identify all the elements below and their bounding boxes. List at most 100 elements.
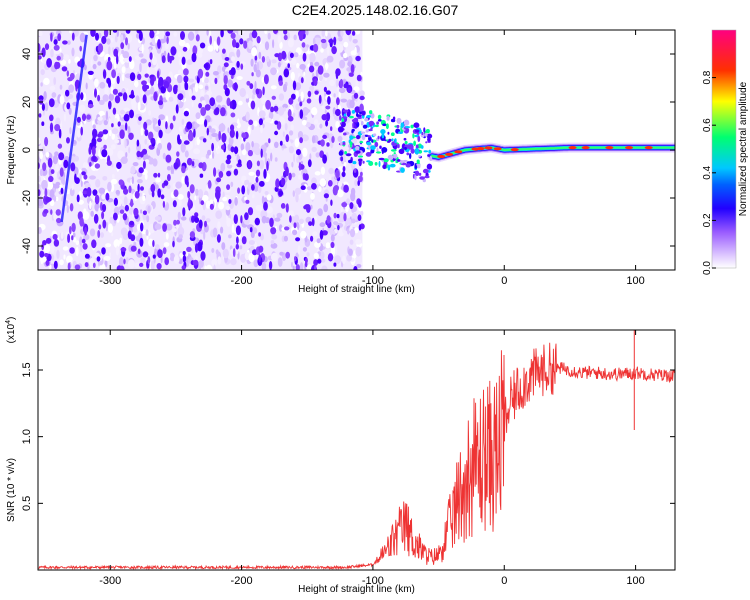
noise-speck xyxy=(75,240,80,246)
noise-blob xyxy=(97,133,103,138)
x-tick-label: -200 xyxy=(231,275,253,287)
noise-blob xyxy=(221,144,225,150)
snr-series-group xyxy=(38,330,675,570)
noise-speck xyxy=(107,148,114,157)
noise-blob xyxy=(157,39,161,49)
transition-blob xyxy=(366,115,372,118)
noise-speck xyxy=(193,148,201,155)
noise-blob xyxy=(147,256,151,265)
noise-blob xyxy=(65,89,70,97)
noise-speck xyxy=(285,140,291,148)
noise-blob xyxy=(122,213,128,221)
transition-blob xyxy=(337,126,344,133)
noise-speck xyxy=(294,187,302,195)
noise-blob xyxy=(230,67,236,76)
noise-blob xyxy=(307,90,312,98)
noise-speck xyxy=(265,117,272,123)
transition-blob xyxy=(349,141,353,146)
transition-blob xyxy=(360,121,364,126)
transition-blob xyxy=(378,157,385,161)
transition-blob xyxy=(349,135,354,140)
transition-blob xyxy=(423,127,426,133)
noise-speck xyxy=(111,162,114,168)
noise-blob xyxy=(313,78,318,86)
noise-speck xyxy=(198,84,204,90)
transition-blob xyxy=(381,147,388,153)
y-tick-label: 1.0 xyxy=(21,429,33,444)
noise-blob xyxy=(79,217,84,227)
plot-background xyxy=(38,330,675,570)
noise-speck xyxy=(115,189,121,195)
noise-speck xyxy=(342,255,346,265)
noise-speck xyxy=(59,95,65,105)
noise-blob xyxy=(50,209,53,215)
noise-speck xyxy=(119,237,123,245)
noise-blob xyxy=(187,131,194,142)
noise-speck xyxy=(97,61,102,66)
noise-blob xyxy=(325,112,331,122)
noise-speck xyxy=(168,96,174,102)
transition-blob xyxy=(403,119,410,126)
noise-blob xyxy=(255,176,259,183)
noise-speck xyxy=(66,204,70,214)
noise-blob xyxy=(74,173,77,183)
transition-blob xyxy=(390,132,395,136)
noise-blob xyxy=(187,191,191,199)
noise-speck xyxy=(197,53,203,58)
noise-blob xyxy=(137,248,141,255)
noise-blob xyxy=(349,202,354,210)
noise-blob xyxy=(93,213,99,224)
noise-blob xyxy=(299,109,304,119)
noise-blob xyxy=(233,168,239,176)
noise-speck xyxy=(271,252,278,262)
noise-speck xyxy=(110,38,114,43)
noise-speck xyxy=(89,175,96,180)
noise-blob xyxy=(200,251,206,261)
noise-blob xyxy=(142,251,149,258)
noise-speck xyxy=(261,215,267,224)
noise-speck xyxy=(123,196,128,206)
noise-speck xyxy=(138,46,145,52)
noise-speck xyxy=(128,146,131,154)
x-tick-label: 0 xyxy=(501,275,507,287)
noise-blob xyxy=(298,162,302,171)
noise-blob xyxy=(321,230,328,236)
noise-blob xyxy=(336,213,340,219)
noise-speck xyxy=(248,252,255,263)
noise-blob xyxy=(256,36,261,44)
noise-blob xyxy=(128,185,132,194)
noise-speck xyxy=(127,43,130,50)
noise-blob xyxy=(306,98,312,104)
noise-blob xyxy=(97,230,101,238)
noise-speck xyxy=(310,141,313,145)
noise-blob xyxy=(320,139,325,147)
noise-blob xyxy=(205,71,210,77)
noise-speck xyxy=(212,151,215,159)
transition-blob xyxy=(418,172,422,176)
noise-speck xyxy=(40,256,47,263)
noise-blob xyxy=(263,201,268,211)
noise-speck xyxy=(202,194,209,202)
transition-blob xyxy=(418,155,421,158)
noise-speck xyxy=(125,61,130,69)
noise-speck xyxy=(120,109,125,115)
noise-speck xyxy=(176,74,183,84)
noise-blob xyxy=(144,73,149,78)
noise-speck xyxy=(241,149,247,156)
noise-blob xyxy=(125,37,128,46)
noise-speck xyxy=(195,188,199,196)
transition-blob xyxy=(389,163,396,168)
noise-speck xyxy=(302,147,308,157)
transition-blob xyxy=(365,129,369,133)
hotspot xyxy=(484,146,493,150)
noise-blob xyxy=(241,185,246,195)
noise-blob xyxy=(76,194,80,203)
noise-blob xyxy=(194,217,200,224)
noise-speck xyxy=(38,175,41,183)
transition-blob xyxy=(426,163,433,170)
noise-speck xyxy=(333,115,341,121)
chart-title: C2E4.2025.148.02.16.G07 xyxy=(291,2,459,18)
noise-blob xyxy=(260,148,263,158)
noise-speck xyxy=(175,181,182,189)
noise-blob xyxy=(186,180,189,188)
